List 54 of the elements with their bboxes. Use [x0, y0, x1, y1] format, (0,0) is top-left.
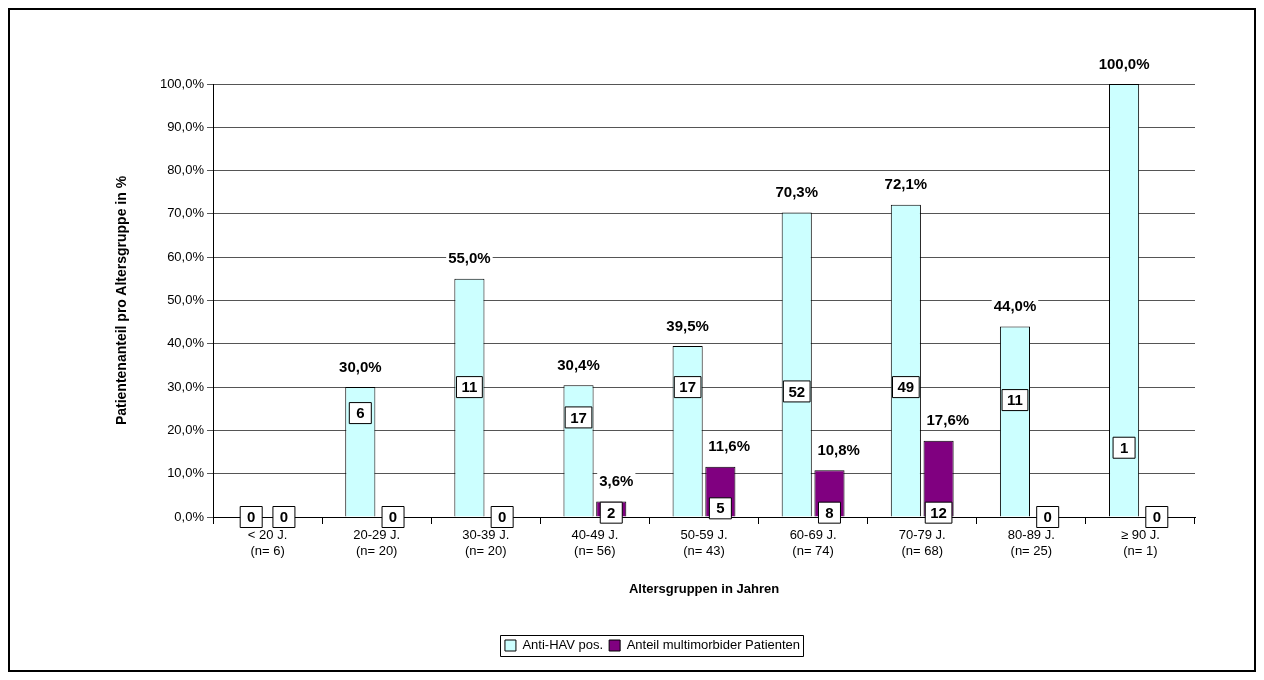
- annotation: 17: [679, 378, 696, 396]
- annotation: 0: [497, 508, 507, 526]
- data-label: 17,6%: [926, 411, 970, 429]
- annotation: 5: [716, 499, 725, 517]
- y-tick-label: 20,0%: [167, 421, 205, 437]
- y-tick-label: 40,0%: [167, 335, 205, 351]
- data-label: 72,1%: [884, 175, 928, 193]
- annotation: 0: [247, 508, 256, 526]
- x-tick-label: 70-79 J. (n= 68): [898, 527, 946, 558]
- x-tick-label: 60-69 J. (n= 74): [789, 527, 837, 558]
- annotation: 6: [356, 404, 365, 422]
- annotation: 52: [788, 382, 806, 400]
- data-label: 10,8%: [817, 440, 860, 458]
- annotation: 0: [388, 508, 398, 526]
- y-tick-label: 70,0%: [167, 205, 205, 221]
- data-label: 30,0%: [339, 357, 382, 375]
- x-tick-label: 20-29 J. (n= 20): [353, 527, 401, 558]
- annotation: 2: [607, 503, 616, 521]
- annotation: 1: [1119, 438, 1129, 456]
- legend-label: Anteil multimorbider Patienten: [626, 637, 801, 653]
- y-tick-label: 0,0%: [174, 508, 205, 524]
- data-label: 100,0%: [1098, 54, 1150, 72]
- y-tick-label: 60,0%: [167, 248, 205, 264]
- data-label: 70,3%: [775, 183, 819, 201]
- y-tick-label: 50,0%: [167, 292, 205, 308]
- y-axis-title: Patientenanteil pro Altersgruppe in %: [113, 175, 130, 426]
- data-label: 44,0%: [993, 297, 1037, 315]
- y-tick-label: 80,0%: [167, 162, 205, 178]
- annotation: 11: [461, 378, 478, 396]
- legend-label: Anti-HAV pos.: [522, 637, 604, 653]
- annotation: 49: [897, 378, 915, 396]
- data-label: 39,5%: [666, 316, 709, 334]
- data-label: 55,0%: [448, 249, 491, 267]
- x-tick-label: 40-49 J. (n= 56): [571, 527, 619, 558]
- x-tick-label: 80-89 J. (n= 25): [1007, 527, 1055, 558]
- x-tick-label: < 20 J. (n= 6): [247, 527, 288, 558]
- y-tick-label: 90,0%: [167, 118, 205, 134]
- y-tick-label: 10,0%: [167, 465, 205, 481]
- x-axis-title: Altersgruppen in Jahren: [628, 580, 780, 596]
- x-tick-label: 50-59 J. (n= 43): [680, 527, 728, 558]
- annotation: 12: [930, 503, 947, 521]
- annotation: 17: [570, 408, 587, 426]
- annotation: 8: [825, 503, 834, 521]
- y-tick-label: 30,0%: [167, 378, 205, 394]
- x-tick-label: 30-39 J. (n= 20): [462, 527, 510, 558]
- data-label: 3,6%: [599, 472, 634, 490]
- annotation: 0: [1152, 508, 1161, 526]
- annotation: 0: [1043, 508, 1052, 526]
- data-label: 30,4%: [557, 356, 600, 374]
- x-tick-label: ≥ 90 J. (n= 1): [1120, 527, 1160, 558]
- y-tick-label: 100,0%: [159, 75, 205, 91]
- data-label: 11,6%: [708, 437, 751, 455]
- annotation: 0: [279, 508, 289, 526]
- annotation: 11: [1007, 391, 1023, 409]
